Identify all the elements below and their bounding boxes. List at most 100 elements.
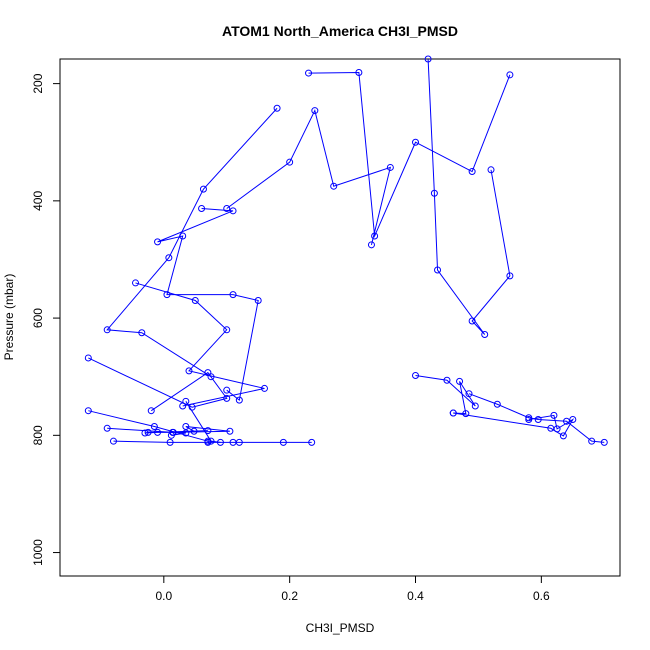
profile-series bbox=[154, 204, 262, 404]
data-point bbox=[588, 437, 596, 445]
data-point bbox=[468, 317, 476, 325]
data-point bbox=[182, 423, 190, 431]
data-point bbox=[279, 438, 287, 446]
data-point bbox=[330, 182, 338, 190]
y-tick-label: 800 bbox=[31, 425, 45, 445]
data-point bbox=[103, 424, 111, 432]
data-point bbox=[386, 163, 394, 171]
series-line bbox=[107, 427, 208, 434]
data-point bbox=[569, 415, 577, 423]
data-point bbox=[311, 107, 319, 115]
x-tick-label: 0.4 bbox=[407, 589, 424, 603]
data-point bbox=[525, 415, 533, 423]
data-point bbox=[493, 400, 501, 408]
series-line bbox=[157, 207, 259, 402]
data-point bbox=[150, 423, 158, 431]
data-point bbox=[443, 376, 451, 384]
data-point bbox=[138, 329, 146, 337]
profile-series bbox=[223, 107, 394, 249]
data-point bbox=[468, 168, 476, 176]
x-axis-label: CH3I_PMSD bbox=[306, 621, 375, 635]
series-line bbox=[308, 71, 511, 238]
series-line bbox=[415, 375, 476, 415]
profile-series bbox=[109, 437, 316, 446]
data-point bbox=[412, 138, 420, 146]
data-point bbox=[273, 104, 281, 112]
series-line bbox=[88, 401, 221, 443]
data-point bbox=[449, 409, 457, 417]
y-axis-label: Pressure (mbar) bbox=[2, 274, 16, 361]
data-point bbox=[179, 232, 187, 240]
data-point bbox=[506, 272, 514, 280]
data-point bbox=[198, 204, 206, 212]
series-line bbox=[427, 58, 511, 335]
profile-series bbox=[412, 372, 479, 418]
data-point bbox=[430, 189, 438, 197]
data-point bbox=[367, 241, 375, 249]
data-point bbox=[487, 166, 495, 174]
data-point bbox=[223, 326, 231, 334]
data-point bbox=[559, 432, 567, 440]
data-point bbox=[308, 438, 316, 446]
profile-series bbox=[132, 279, 268, 410]
x-tick-label: 0.6 bbox=[533, 589, 550, 603]
data-point bbox=[462, 410, 470, 418]
data-point bbox=[506, 71, 514, 79]
data-point bbox=[412, 372, 420, 380]
data-point bbox=[547, 424, 555, 432]
profile-series bbox=[84, 354, 231, 415]
profile-series bbox=[84, 397, 224, 446]
profile-series bbox=[449, 409, 577, 440]
data-point bbox=[254, 297, 262, 304]
data-point bbox=[355, 68, 363, 76]
data-point bbox=[371, 232, 379, 240]
profile-series bbox=[103, 424, 212, 437]
data-point bbox=[223, 394, 231, 402]
data-point bbox=[434, 266, 442, 274]
data-point bbox=[163, 291, 171, 299]
y-axis: 200 400 600 800 1000 bbox=[31, 73, 61, 566]
data-point bbox=[207, 437, 215, 445]
data-point bbox=[534, 415, 542, 423]
series-line bbox=[468, 393, 605, 443]
data-point bbox=[204, 369, 212, 377]
series-line bbox=[171, 426, 230, 436]
data-point bbox=[182, 397, 190, 405]
data-point bbox=[260, 384, 268, 392]
data-point bbox=[456, 377, 464, 385]
data-point bbox=[226, 427, 234, 435]
data-point bbox=[235, 438, 243, 446]
series-line bbox=[113, 440, 312, 443]
y-tick-label: 400 bbox=[31, 191, 45, 211]
data-point bbox=[600, 438, 608, 446]
series-line bbox=[135, 282, 265, 407]
plot-area bbox=[59, 58, 621, 577]
y-tick-label: 1000 bbox=[31, 539, 45, 566]
data-point bbox=[154, 428, 162, 436]
data-point bbox=[132, 279, 140, 287]
data-point bbox=[204, 438, 212, 446]
series-line bbox=[226, 109, 392, 245]
series-layer bbox=[84, 55, 608, 446]
x-tick-label: 0.2 bbox=[281, 589, 298, 603]
data-point bbox=[223, 204, 231, 212]
profile-series bbox=[424, 55, 514, 338]
y-tick-label: 200 bbox=[31, 73, 45, 93]
data-point bbox=[286, 158, 294, 166]
x-axis: 0.0 0.2 0.4 0.6 bbox=[155, 575, 550, 603]
profile-series bbox=[103, 104, 281, 381]
series-line bbox=[106, 107, 278, 378]
data-point bbox=[166, 438, 174, 446]
data-point bbox=[191, 297, 199, 304]
data-point bbox=[84, 407, 92, 415]
data-point bbox=[141, 429, 149, 437]
data-point bbox=[471, 402, 479, 410]
x-tick-label: 0.0 bbox=[155, 589, 172, 603]
chart-title: ATOM1 North_America CH3I_PMSD bbox=[222, 23, 458, 39]
data-point bbox=[199, 185, 207, 193]
data-point bbox=[185, 367, 193, 375]
profile-series bbox=[305, 68, 514, 240]
data-point bbox=[144, 428, 152, 436]
data-point bbox=[109, 437, 117, 445]
